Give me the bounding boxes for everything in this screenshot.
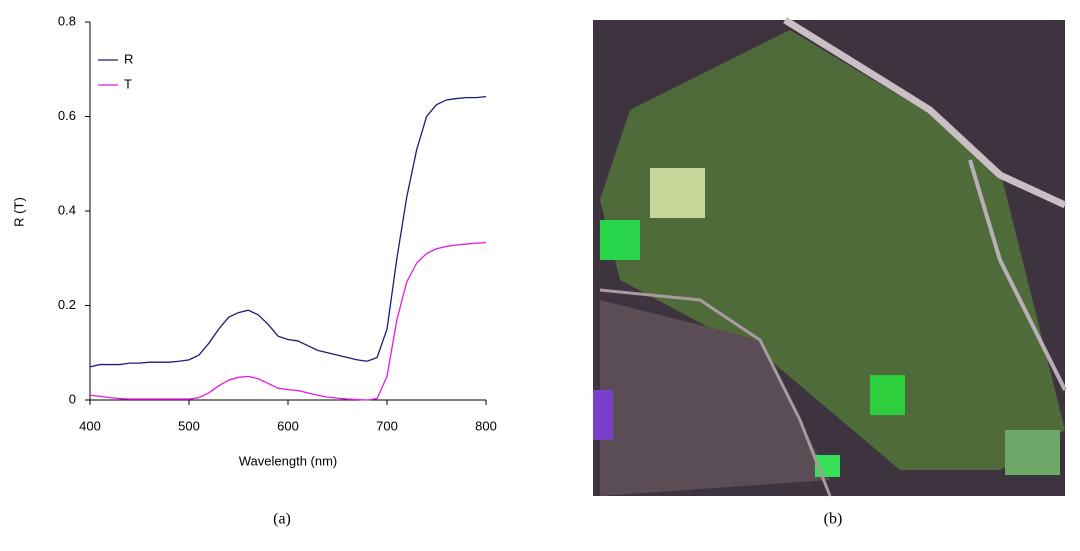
y-tick-label: 0.2: [58, 297, 76, 312]
caption: (b): [824, 511, 843, 528]
path: [599, 288, 832, 497]
x-tick-label: 700: [376, 418, 398, 433]
green-patch: [600, 220, 640, 260]
purple-patch: [593, 390, 613, 440]
road: [783, 17, 1067, 209]
y-tick-label: 0.6: [58, 108, 76, 123]
legend-label: R: [124, 51, 133, 66]
bare-soil: [600, 300, 830, 496]
legend-label: T: [124, 76, 132, 91]
orchard-field: [600, 30, 1065, 470]
caption: (a): [273, 511, 291, 528]
y-tick-label: 0.8: [58, 13, 76, 28]
aerial-image: [593, 17, 1067, 497]
x-axis-label: Wavelength (nm): [239, 453, 338, 468]
data-line: [89, 96, 487, 368]
x-tick-label: 600: [277, 418, 299, 433]
y-axis-label: R (T): [11, 197, 26, 227]
y-tick-label: 0: [69, 391, 76, 406]
data-line: [89, 242, 487, 401]
light-patch: [650, 168, 705, 218]
green-patch: [870, 375, 905, 415]
x-tick-label: 400: [79, 418, 101, 433]
y-tick-label: 0.4: [58, 202, 76, 217]
x-tick-label: 800: [475, 418, 497, 433]
road: [968, 159, 1067, 391]
green-patch: [1005, 430, 1060, 475]
x-tick-label: 500: [178, 418, 200, 433]
